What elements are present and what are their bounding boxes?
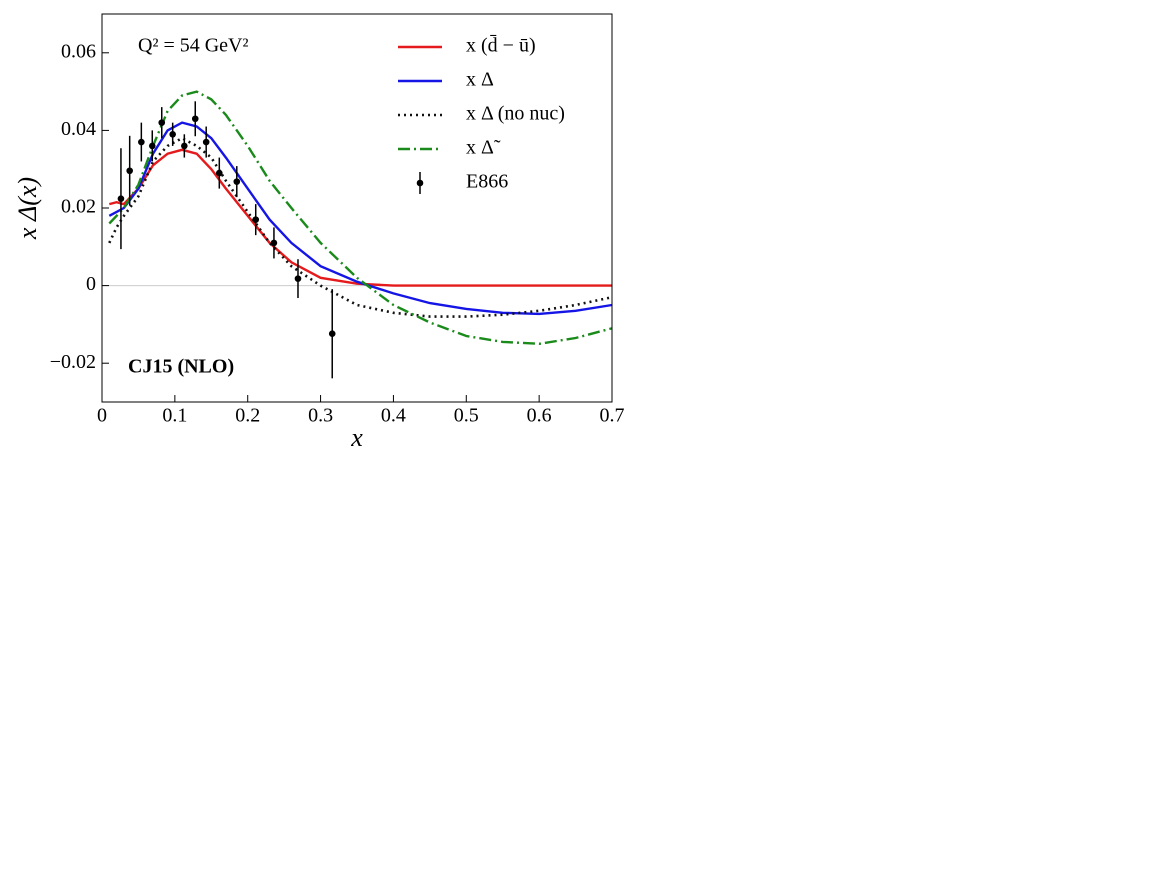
series-line [108,148,612,287]
data-point [117,195,125,202]
data-point [216,169,223,177]
plot-frame [101,13,613,403]
x-tick-label: 0.1 [162,405,187,427]
data-point [126,167,133,175]
y-tick-label: 0.04 [61,118,96,140]
series-line [108,121,613,316]
x-tick-label: 0.3 [308,405,333,427]
legend-label: x Δ̃ [466,137,501,159]
data-point [252,216,260,223]
y-tick-label: −0.02 [50,351,96,373]
y-tick-label: 0.02 [61,196,96,218]
series-line [108,136,613,318]
annotation: Q² = 54 GeV² [138,35,248,57]
data-point [270,239,278,247]
x-tick-label: 0.7 [600,405,625,427]
x-tick-label: 0.4 [381,405,406,427]
data-point [181,142,188,150]
data-point [294,275,302,282]
legend-label: x Δ [466,69,494,91]
x-tick-label: 0.2 [235,405,260,427]
data-point [148,142,156,150]
legend-label: E866 [466,171,508,193]
data-point [202,138,210,146]
legend-label: x (d̄ − ū) [466,34,536,57]
data-point [328,330,336,338]
y-axis-label: x Δ(x) [13,177,42,240]
y-tick-label: 0 [86,273,96,295]
legend-label: x Δ (no nuc) [466,103,565,125]
x-tick-label: 0 [97,405,107,427]
data-point [158,119,166,126]
data-point [191,115,199,123]
y-tick-label: 0.06 [61,40,96,62]
x-tick-label: 0.6 [527,405,552,427]
legend-marker [416,179,424,187]
annotation: CJ15 (NLO) [128,356,234,378]
x-axis-label: x [350,423,363,452]
x-tick-label: 0.5 [454,405,479,427]
data-point [138,138,145,146]
data-point [169,130,176,138]
series-line [108,90,613,346]
data-point [233,178,241,185]
